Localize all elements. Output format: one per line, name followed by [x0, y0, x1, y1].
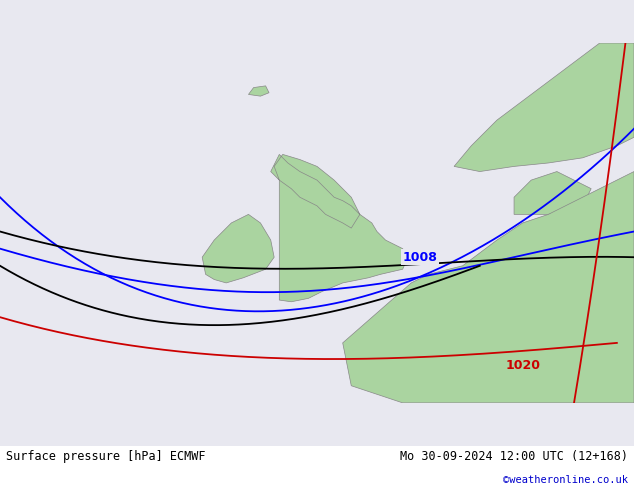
Text: 1020: 1020	[505, 359, 540, 372]
Polygon shape	[343, 172, 634, 403]
Polygon shape	[514, 172, 591, 215]
Polygon shape	[249, 86, 269, 96]
Text: 1008: 1008	[403, 251, 437, 264]
Polygon shape	[454, 43, 634, 172]
Polygon shape	[202, 215, 274, 283]
Text: Mo 30-09-2024 12:00 UTC (12+168): Mo 30-09-2024 12:00 UTC (12+168)	[399, 450, 628, 463]
Text: ©weatheronline.co.uk: ©weatheronline.co.uk	[503, 475, 628, 485]
Polygon shape	[271, 154, 408, 302]
Text: Surface pressure [hPa] ECMWF: Surface pressure [hPa] ECMWF	[6, 450, 206, 463]
